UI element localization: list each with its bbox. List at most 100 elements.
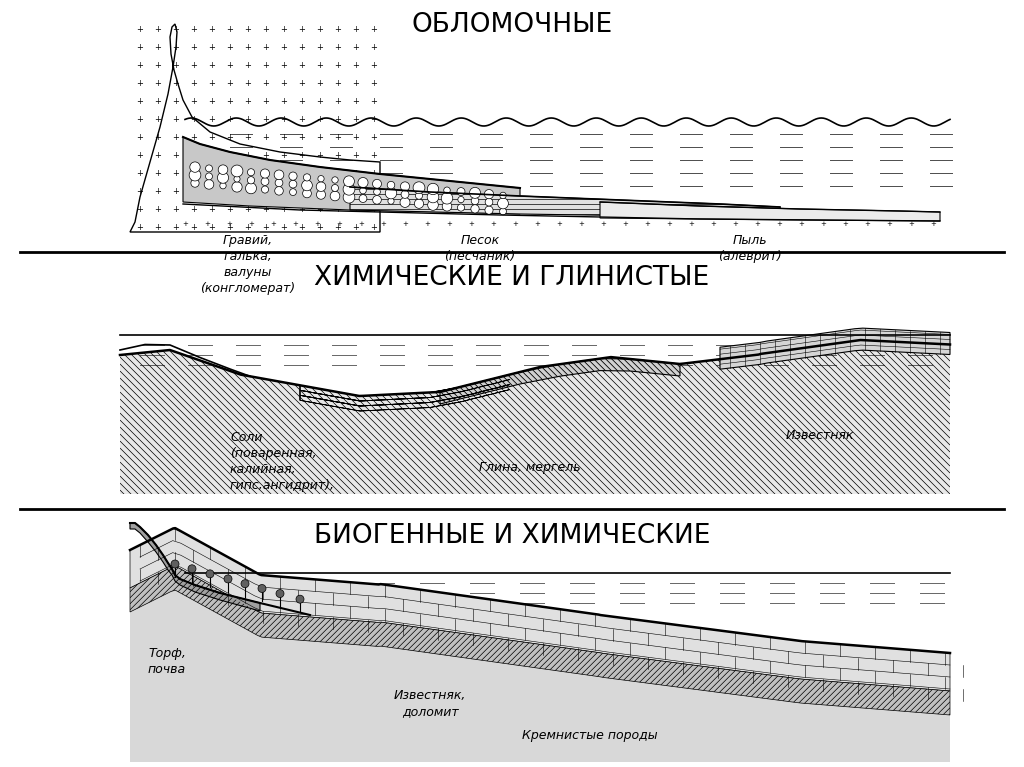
Text: +: +: [754, 221, 760, 227]
Circle shape: [484, 189, 494, 199]
Text: +: +: [371, 61, 378, 70]
Circle shape: [296, 595, 304, 603]
Circle shape: [485, 206, 494, 214]
Text: +: +: [226, 61, 233, 70]
Text: +: +: [930, 221, 936, 227]
Circle shape: [171, 560, 179, 568]
Circle shape: [500, 193, 506, 199]
Polygon shape: [720, 328, 950, 369]
Text: +: +: [335, 186, 341, 196]
Text: +: +: [281, 97, 288, 106]
Circle shape: [457, 188, 465, 196]
Text: +: +: [579, 221, 584, 227]
Text: +: +: [352, 25, 359, 34]
Circle shape: [332, 185, 339, 192]
Text: +: +: [155, 78, 162, 87]
Text: +: +: [352, 133, 359, 141]
Circle shape: [217, 172, 228, 183]
Text: +: +: [248, 221, 254, 227]
Text: ХИМИЧЕСКИЕ И ГЛИНИСТЫЕ: ХИМИЧЕСКИЕ И ГЛИНИСТЫЕ: [314, 265, 710, 291]
Text: +: +: [270, 221, 275, 227]
Text: +: +: [371, 114, 378, 123]
Text: +: +: [190, 186, 198, 196]
Text: +: +: [335, 150, 341, 160]
Text: +: +: [245, 169, 252, 177]
Text: +: +: [226, 205, 233, 213]
Circle shape: [401, 190, 409, 199]
Text: +: +: [136, 186, 143, 196]
Text: +: +: [335, 222, 341, 232]
Circle shape: [332, 176, 338, 183]
Text: +: +: [209, 114, 215, 123]
Text: +: +: [316, 150, 324, 160]
Text: +: +: [155, 169, 162, 177]
Text: +: +: [335, 205, 341, 213]
Circle shape: [316, 190, 326, 199]
Text: +: +: [299, 61, 305, 70]
Text: +: +: [908, 221, 914, 227]
Text: +: +: [262, 78, 269, 87]
Circle shape: [233, 176, 240, 182]
Text: +: +: [136, 78, 143, 87]
Circle shape: [231, 165, 243, 177]
Text: +: +: [190, 222, 198, 232]
Text: +: +: [299, 133, 305, 141]
Text: +: +: [335, 114, 341, 123]
Text: +: +: [688, 221, 694, 227]
Text: +: +: [299, 42, 305, 51]
Text: +: +: [299, 97, 305, 106]
Text: +: +: [245, 61, 252, 70]
Text: +: +: [173, 133, 179, 141]
Text: +: +: [262, 133, 269, 141]
Text: +: +: [352, 78, 359, 87]
Text: +: +: [402, 221, 408, 227]
Text: +: +: [173, 97, 179, 106]
Text: +: +: [335, 61, 341, 70]
Circle shape: [274, 170, 284, 179]
Text: +: +: [262, 186, 269, 196]
Text: +: +: [190, 61, 198, 70]
Text: ОБЛОМОЧНЫЕ: ОБЛОМОЧНЫЕ: [412, 12, 612, 38]
Text: +: +: [281, 61, 288, 70]
Text: +: +: [136, 169, 143, 177]
Circle shape: [442, 202, 452, 211]
Text: +: +: [299, 114, 305, 123]
Circle shape: [302, 180, 312, 191]
Circle shape: [261, 186, 268, 193]
Text: +: +: [173, 61, 179, 70]
Text: +: +: [209, 78, 215, 87]
Text: +: +: [226, 169, 233, 177]
Text: +: +: [209, 205, 215, 213]
Text: +: +: [209, 133, 215, 141]
Circle shape: [458, 196, 464, 202]
Text: +: +: [352, 150, 359, 160]
Text: +: +: [190, 169, 198, 177]
Text: +: +: [490, 221, 496, 227]
Text: +: +: [262, 25, 269, 34]
Text: +: +: [136, 150, 143, 160]
Text: +: +: [155, 25, 162, 34]
Text: Глина, мергель: Глина, мергель: [479, 461, 581, 474]
Text: +: +: [371, 186, 378, 196]
Text: +: +: [173, 150, 179, 160]
Circle shape: [218, 165, 227, 174]
Text: +: +: [864, 221, 870, 227]
Circle shape: [485, 199, 493, 206]
Text: +: +: [226, 42, 233, 51]
Text: +: +: [281, 205, 288, 213]
Text: +: +: [316, 114, 324, 123]
Text: +: +: [316, 186, 324, 196]
Text: +: +: [245, 186, 252, 196]
Text: +: +: [371, 205, 378, 213]
Text: Торф,
почва: Торф, почва: [148, 647, 186, 676]
Text: +: +: [190, 42, 198, 51]
Circle shape: [385, 187, 396, 199]
Text: +: +: [316, 133, 324, 141]
Text: +: +: [209, 25, 215, 34]
Text: +: +: [209, 222, 215, 232]
Circle shape: [388, 198, 394, 204]
Circle shape: [248, 176, 255, 184]
Text: +: +: [335, 25, 341, 34]
Circle shape: [289, 180, 297, 188]
Text: +: +: [136, 42, 143, 51]
